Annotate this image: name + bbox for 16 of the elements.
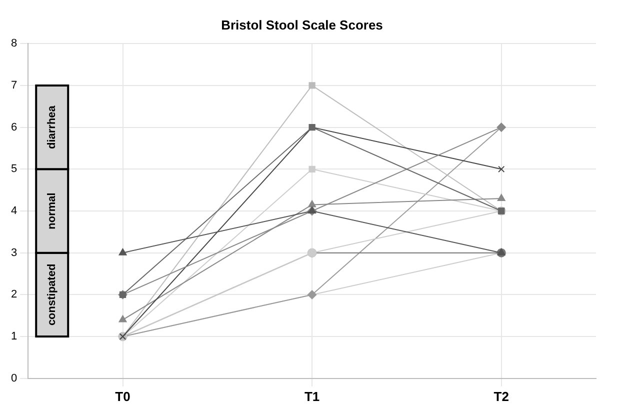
y-tick-label: 3 bbox=[10, 246, 18, 259]
y-tick-label: 2 bbox=[10, 288, 18, 301]
y-tick-label: 4 bbox=[10, 205, 18, 218]
band-label: constipated bbox=[46, 264, 58, 326]
y-tick-label: 8 bbox=[10, 38, 18, 50]
x-tick-label: T2 bbox=[494, 388, 509, 404]
band-label: diarrhea bbox=[46, 104, 58, 150]
x-tick-label: T1 bbox=[304, 388, 320, 404]
y-tick-label: 6 bbox=[10, 121, 18, 134]
y-tick-label: 1 bbox=[10, 330, 18, 343]
y-tick-label: 7 bbox=[10, 79, 18, 92]
y-tick-label: 5 bbox=[10, 163, 18, 176]
y-tick-label: 0 bbox=[10, 372, 18, 384]
band-label: normal bbox=[46, 192, 58, 230]
chart-title: Bristol Stool Scale Scores bbox=[221, 17, 383, 32]
x-tick-label: T0 bbox=[115, 388, 130, 404]
